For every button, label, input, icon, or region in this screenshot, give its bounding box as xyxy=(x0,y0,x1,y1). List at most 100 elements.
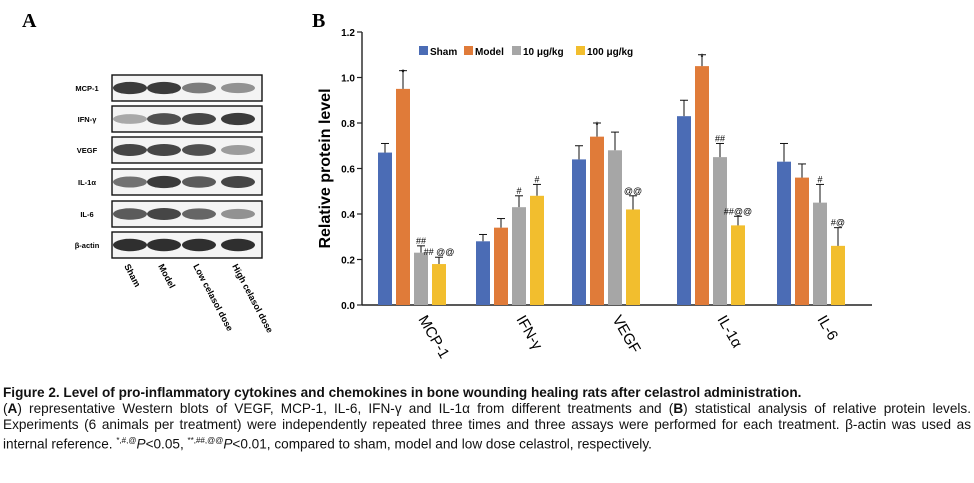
caption-b: B xyxy=(673,401,684,416)
bar xyxy=(378,152,392,305)
caption-a: A xyxy=(7,401,18,416)
caption-p-1: P xyxy=(136,436,146,452)
significance-label: # xyxy=(516,186,521,196)
blot-band xyxy=(113,238,147,252)
significance-label: ## xyxy=(715,133,725,143)
bar xyxy=(512,207,526,305)
significance-label: * xyxy=(700,52,704,62)
figure-caption: Figure 2. Level of pro-inflammatory cyto… xyxy=(3,385,971,453)
bar-chart: 0.0 0.2 0.4 0.6 0.8 1.0 1.2 Relative protein le… xyxy=(317,28,872,361)
legend-label: 100 μg/kg xyxy=(587,47,633,58)
legend-swatch xyxy=(576,46,585,55)
significance-label: # xyxy=(817,174,822,184)
figure: A B MCP-1 IFN-γ VEGF IL-1α IL-6 β-actin Sham Mo… xyxy=(22,10,872,361)
blot-protein-label: MCP-1 xyxy=(75,84,98,93)
caption-text-3: <0.05, xyxy=(145,436,188,452)
caption-text-4: <0.01, compared to sham, model and low d… xyxy=(232,436,652,452)
blot-band xyxy=(182,144,216,156)
blot-protein-label: IL-6 xyxy=(80,210,93,219)
bar xyxy=(813,202,827,305)
bar xyxy=(608,150,622,305)
bar xyxy=(831,245,845,305)
blot-band xyxy=(182,82,216,94)
blot-band xyxy=(113,114,147,124)
blot-protein-label: IFN-γ xyxy=(78,115,98,124)
significance-label: # xyxy=(534,174,539,184)
bar xyxy=(396,88,410,305)
bar xyxy=(777,161,791,305)
caption-paren: ( xyxy=(3,401,8,416)
y-tick-label: 1.2 xyxy=(341,28,355,39)
y-tick-label: 1.0 xyxy=(341,74,355,85)
blot-lane-label: High celasol dose xyxy=(230,262,275,334)
bar xyxy=(572,159,586,305)
y-axis-label: Relative protein level xyxy=(317,88,334,248)
category-label: IL-6 xyxy=(814,313,842,344)
significance-label: @@ xyxy=(624,186,642,196)
y-tick-label: 0.8 xyxy=(341,119,355,130)
legend-label: 10 μg/kg xyxy=(523,47,564,58)
blot-band xyxy=(147,175,181,189)
blot-lane-label: Model xyxy=(156,262,177,290)
blot-band xyxy=(113,176,147,188)
blot-band xyxy=(147,81,181,95)
caption-text-2: ) statistical analysis of relative prote… xyxy=(3,401,971,452)
blot-band xyxy=(182,176,216,188)
blot-band xyxy=(147,208,181,220)
y-tick-label: 0.2 xyxy=(341,256,355,267)
panel-b-label: B xyxy=(312,10,325,32)
blot-protein-label: β-actin xyxy=(75,241,100,250)
caption-title: Figure 2. Level of pro-inflammatory cyto… xyxy=(3,385,802,400)
bar xyxy=(626,209,640,305)
blot-band xyxy=(182,238,216,252)
bar xyxy=(476,241,490,305)
blot-protein-label: IL-1α xyxy=(78,178,96,187)
caption-sup-2: **,##,@@ xyxy=(187,436,224,445)
blot-band xyxy=(182,208,216,220)
category-label: IL-1α xyxy=(714,313,746,352)
bar xyxy=(590,136,604,305)
blot-band xyxy=(221,238,255,252)
blot-band xyxy=(221,208,255,220)
bar xyxy=(494,227,508,305)
category-label: VEGF xyxy=(609,313,644,357)
bar xyxy=(713,157,727,305)
blot-band xyxy=(147,144,181,156)
y-tick-label: 0.0 xyxy=(341,301,355,312)
bar xyxy=(795,177,809,305)
bar xyxy=(731,225,745,305)
legend-swatch xyxy=(512,46,521,55)
legend-swatch xyxy=(464,46,473,55)
significance-label: ## xyxy=(416,236,426,246)
blot-band xyxy=(147,238,181,252)
caption-body: (A) representative Western blots of VEGF… xyxy=(3,401,971,453)
blot-lane-label: Low celasol dose xyxy=(191,262,235,333)
bar xyxy=(695,66,709,305)
caption-sup-1: *,#,@ xyxy=(116,436,137,445)
blot-band xyxy=(221,112,255,126)
category-label: MCP-1 xyxy=(415,313,453,362)
significance-label: #@ xyxy=(831,218,845,228)
blot-band xyxy=(221,145,255,155)
significance-label: * xyxy=(401,68,405,78)
western-blot: MCP-1 IFN-γ VEGF IL-1α IL-6 β-actin Sham Model L… xyxy=(75,74,275,335)
panel-a-label: A xyxy=(22,10,37,32)
blot-lane-label: Sham xyxy=(122,262,142,288)
legend-label: Sham xyxy=(430,47,457,58)
blot-band xyxy=(113,81,147,95)
significance-label: ## @@ xyxy=(424,247,455,257)
blot-band xyxy=(221,176,255,188)
significance-label: * xyxy=(595,120,599,130)
bar xyxy=(677,116,691,305)
caption-p-2: P xyxy=(223,436,233,452)
y-tick-label: 0.4 xyxy=(341,210,355,221)
significance-label: ##@@ xyxy=(724,206,752,216)
blot-band xyxy=(147,113,181,125)
blot-band xyxy=(221,82,255,94)
blot-band xyxy=(113,144,147,156)
blot-band xyxy=(113,208,147,220)
blot-protein-label: VEGF xyxy=(77,146,98,155)
bar xyxy=(530,195,544,305)
legend-label: Model xyxy=(475,47,504,58)
blot-band xyxy=(182,113,216,125)
